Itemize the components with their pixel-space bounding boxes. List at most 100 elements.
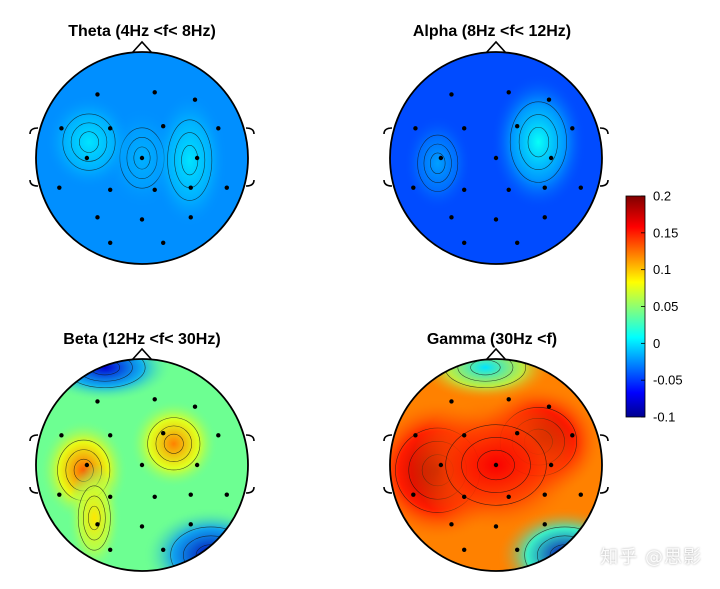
hotspot-right-frontocentral: [129, 399, 218, 488]
electrode-marker: [506, 494, 511, 499]
contour-line: [77, 485, 111, 551]
contour-line: [163, 433, 184, 454]
nose: [485, 347, 507, 361]
electrode-marker: [570, 433, 575, 438]
electrode-marker: [548, 155, 554, 161]
panel-title-gamma: Gamma (30Hz <f): [427, 331, 557, 348]
electrode-marker: [515, 431, 520, 436]
electrode-marker: [462, 433, 467, 438]
ear-right: [599, 127, 609, 187]
electrode-marker: [462, 547, 467, 552]
contour-line: [549, 544, 581, 566]
head-outline: [35, 358, 249, 572]
panel-title-alpha: Alpha (8Hz <f< 12Hz): [413, 23, 571, 40]
head-map-alpha: [383, 40, 609, 265]
head-map-theta: [29, 40, 255, 265]
electrode-marker: [59, 433, 64, 438]
contour-line: [195, 544, 227, 566]
electrode-marker: [542, 215, 547, 220]
electrode-marker: [546, 404, 552, 409]
electrode-marker: [462, 187, 467, 192]
electrode-marker: [59, 126, 64, 131]
electrode-marker: [84, 462, 90, 468]
electrode-marker: [95, 92, 100, 97]
contour-line: [518, 114, 558, 170]
hotspot-right-frontocentral: [490, 74, 586, 210]
electrode-marker: [462, 494, 467, 499]
contour-line: [417, 134, 459, 192]
hotspot-frontal-pole: [417, 359, 554, 402]
electrode-marker: [108, 240, 113, 245]
contour-line: [181, 144, 199, 176]
electrode-marker: [506, 90, 511, 95]
electrode-marker: [438, 155, 444, 161]
electrode-marker: [192, 97, 198, 102]
contour-line: [524, 526, 602, 571]
colorbar-tick-label: 0: [653, 336, 660, 351]
electrode-marker: [139, 155, 145, 161]
electrode-marker: [542, 522, 547, 527]
electrode-marker: [548, 462, 554, 468]
ear-right: [245, 127, 255, 187]
electrode-marker: [515, 240, 520, 245]
electrode-marker: [578, 185, 583, 190]
electrode-marker: [224, 492, 229, 497]
electrode-marker: [108, 433, 113, 438]
head-map-beta: [29, 347, 255, 572]
ear-right: [599, 434, 609, 494]
contour-line: [423, 143, 452, 183]
electrode-marker: [462, 240, 467, 245]
electrode-marker: [411, 185, 416, 190]
electrode-marker: [449, 522, 454, 527]
head-outline: [35, 51, 249, 265]
ear-left: [383, 127, 393, 187]
colorbar-tick-label: 0.1: [653, 262, 671, 277]
electrode-marker: [108, 547, 113, 552]
electrode-marker: [462, 126, 467, 131]
electrode-marker: [578, 492, 583, 497]
head-map-gamma: [383, 347, 609, 572]
electrode-marker: [449, 92, 454, 97]
electrode-marker: [515, 547, 520, 552]
colorbar-tick-label: -0.05: [653, 373, 683, 388]
electrode-marker: [493, 524, 499, 529]
electrode-marker: [192, 404, 198, 409]
electrode-marker: [449, 215, 454, 220]
electrode-marker: [161, 240, 166, 245]
hotspot-left-frontal: [44, 94, 134, 190]
electrode-marker: [188, 215, 193, 220]
contour-line: [167, 119, 213, 201]
panel-title-beta: Beta (12Hz <f< 30Hz): [63, 331, 220, 348]
colorbar-tick-label: 0.15: [653, 225, 678, 240]
hotspot-right-central: [152, 92, 228, 228]
electrode-marker: [57, 492, 62, 497]
electrode-marker: [139, 217, 145, 222]
nose: [131, 40, 153, 54]
contour-line: [82, 495, 106, 541]
electrode-marker: [515, 124, 520, 129]
electrode-marker: [152, 494, 157, 499]
electrode-marker: [413, 433, 418, 438]
contour-line: [88, 505, 101, 531]
electrode-marker: [506, 187, 511, 192]
contour-line: [509, 101, 567, 183]
head-outline: [389, 51, 603, 265]
colorbar-ticks: 0.2 0.15 0.1 0.05 0 -0.05 -0.1: [641, 189, 683, 425]
electrode-marker: [506, 397, 511, 402]
electrode-marker: [493, 217, 499, 222]
colorbar-tick-label: -0.1: [653, 410, 675, 425]
electrode-marker: [546, 97, 552, 102]
electrode-marker: [224, 185, 229, 190]
contour-line: [445, 424, 547, 506]
head-outline: [389, 358, 603, 572]
contour-line: [461, 437, 531, 493]
contour-line: [477, 449, 515, 481]
contour-line: [429, 152, 446, 174]
electrode-marker: [438, 462, 444, 468]
electrode-marker: [95, 399, 100, 404]
contour-line: [62, 113, 116, 171]
contour-line: [170, 526, 248, 571]
electrode-marker: [84, 155, 90, 161]
electrode-marker: [216, 126, 221, 131]
